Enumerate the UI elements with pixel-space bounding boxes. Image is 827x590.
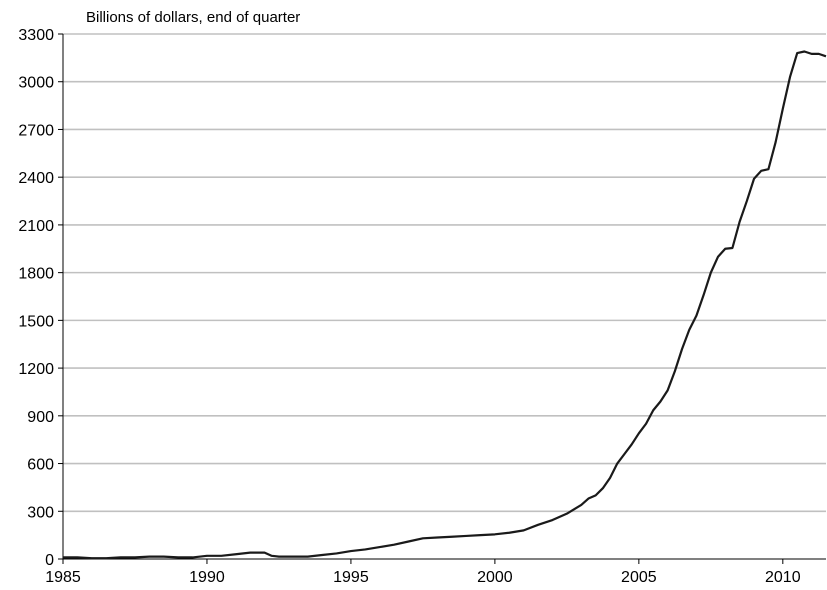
series-line	[63, 50, 827, 560]
y-tick-label: 3000	[18, 75, 54, 92]
y-axis-ticks: 0 300 600 900 1200 1500 1800 2100 2400 2700 3000 33…	[18, 27, 63, 569]
x-tick-label: 2010	[765, 569, 801, 586]
x-tick-label: 1990	[189, 569, 225, 586]
y-axis-unit-label: Billions of dollars, end of quarter	[86, 9, 300, 26]
y-tick-label: 900	[27, 409, 54, 426]
y-tick-label: 0	[45, 552, 54, 569]
y-tick-label: 1200	[18, 361, 54, 378]
x-axis-ticks: 1985 1990 1995 2000 2005 2010	[45, 559, 801, 586]
y-tick-label: 1500	[18, 313, 54, 330]
y-tick-label: 1800	[18, 266, 54, 283]
x-tick-label: 2005	[621, 569, 657, 586]
gridlines	[63, 33, 826, 513]
y-tick-label: 3300	[18, 27, 54, 44]
y-tick-label: 300	[27, 504, 54, 521]
y-tick-label: 2100	[18, 218, 54, 235]
x-tick-label: 1985	[45, 569, 81, 586]
axes	[62, 34, 826, 560]
x-tick-label: 2000	[477, 569, 513, 586]
y-tick-label: 2400	[18, 170, 54, 187]
y-tick-label: 600	[27, 457, 54, 474]
x-tick-label: 1995	[333, 569, 369, 586]
y-tick-label: 2700	[18, 122, 54, 139]
